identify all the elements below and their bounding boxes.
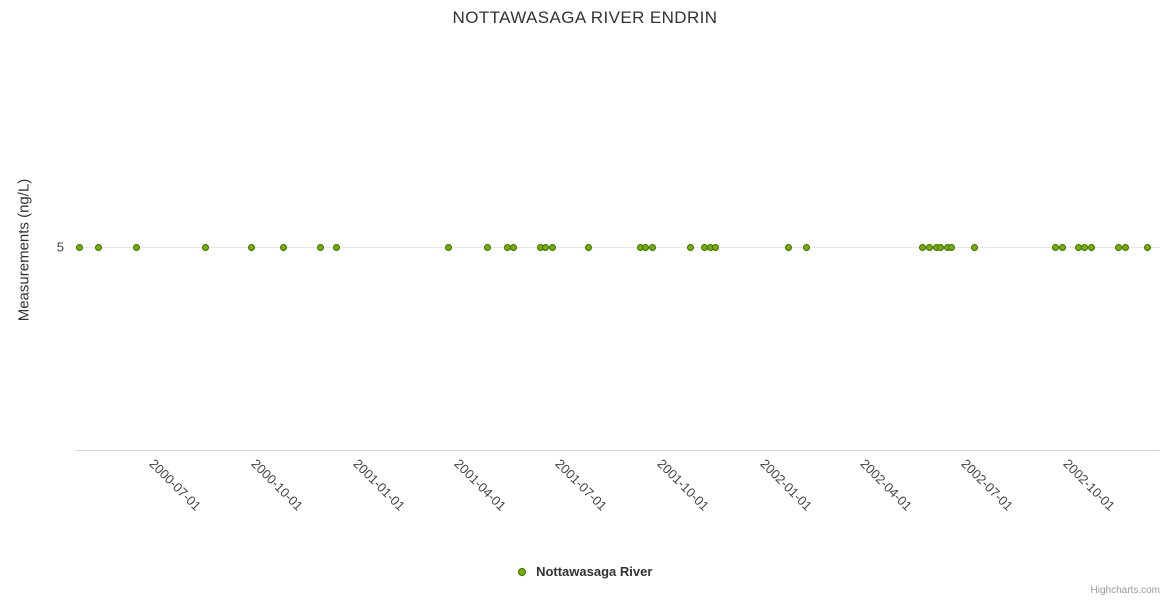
data-point[interactable]	[926, 244, 934, 251]
data-point[interactable]	[279, 244, 287, 251]
data-point[interactable]	[649, 244, 657, 251]
data-point[interactable]	[75, 244, 83, 251]
x-axis-tick-label: 2000-10-01	[248, 456, 307, 514]
y-axis-tick-label: 5	[56, 239, 64, 255]
data-point[interactable]	[248, 244, 256, 251]
x-axis-tick-label: 2001-04-01	[450, 456, 509, 514]
data-point[interactable]	[642, 244, 650, 251]
data-point[interactable]	[484, 244, 492, 251]
y-gridline	[75, 247, 1160, 248]
data-point[interactable]	[1144, 244, 1152, 251]
data-point[interactable]	[1080, 244, 1088, 251]
x-axis-tick-label: 2002-01-01	[757, 456, 815, 514]
x-axis-tick-label: 2001-01-01	[350, 456, 409, 514]
data-point[interactable]	[784, 244, 792, 251]
x-axis-tick-label: 2002-04-01	[857, 456, 915, 514]
data-point[interactable]	[712, 244, 720, 251]
data-point[interactable]	[970, 244, 978, 251]
data-point[interactable]	[317, 244, 325, 251]
data-point[interactable]	[94, 244, 102, 251]
data-point[interactable]	[937, 244, 945, 251]
legend-marker-icon	[517, 567, 526, 576]
legend-item-label: Nottawasaga River	[536, 564, 653, 580]
data-point[interactable]	[1115, 244, 1123, 251]
data-point[interactable]	[584, 244, 592, 251]
data-point[interactable]	[1087, 244, 1095, 251]
data-point[interactable]	[1051, 244, 1059, 251]
data-point[interactable]	[333, 244, 340, 251]
data-point[interactable]	[948, 244, 956, 251]
credits-link[interactable]: Highcharts.com	[1090, 585, 1160, 596]
chart-title: NOTTAWASAGA RIVER ENDRIN	[452, 8, 718, 27]
data-point[interactable]	[542, 244, 550, 251]
data-point[interactable]	[1058, 244, 1066, 251]
data-point[interactable]	[802, 244, 810, 251]
data-point[interactable]	[201, 244, 209, 251]
x-axis-tick-label: 2002-10-01	[1060, 456, 1119, 514]
data-point[interactable]	[509, 244, 517, 251]
x-axis-tick-label: 2001-10-01	[654, 456, 713, 514]
x-axis-tick-label: 2001-07-01	[552, 456, 610, 514]
data-point[interactable]	[686, 244, 694, 251]
x-axis-line	[75, 450, 1160, 451]
data-point[interactable]	[548, 244, 556, 251]
x-axis-tick-label: 2002-07-01	[958, 456, 1017, 514]
data-point[interactable]	[445, 244, 453, 251]
data-point[interactable]	[919, 244, 927, 251]
legend-item[interactable]: Nottawasaga River	[0, 563, 1170, 581]
x-axis-tick-label: 2000-07-01	[146, 456, 204, 514]
data-point[interactable]	[132, 244, 140, 251]
data-point[interactable]	[1122, 244, 1129, 251]
